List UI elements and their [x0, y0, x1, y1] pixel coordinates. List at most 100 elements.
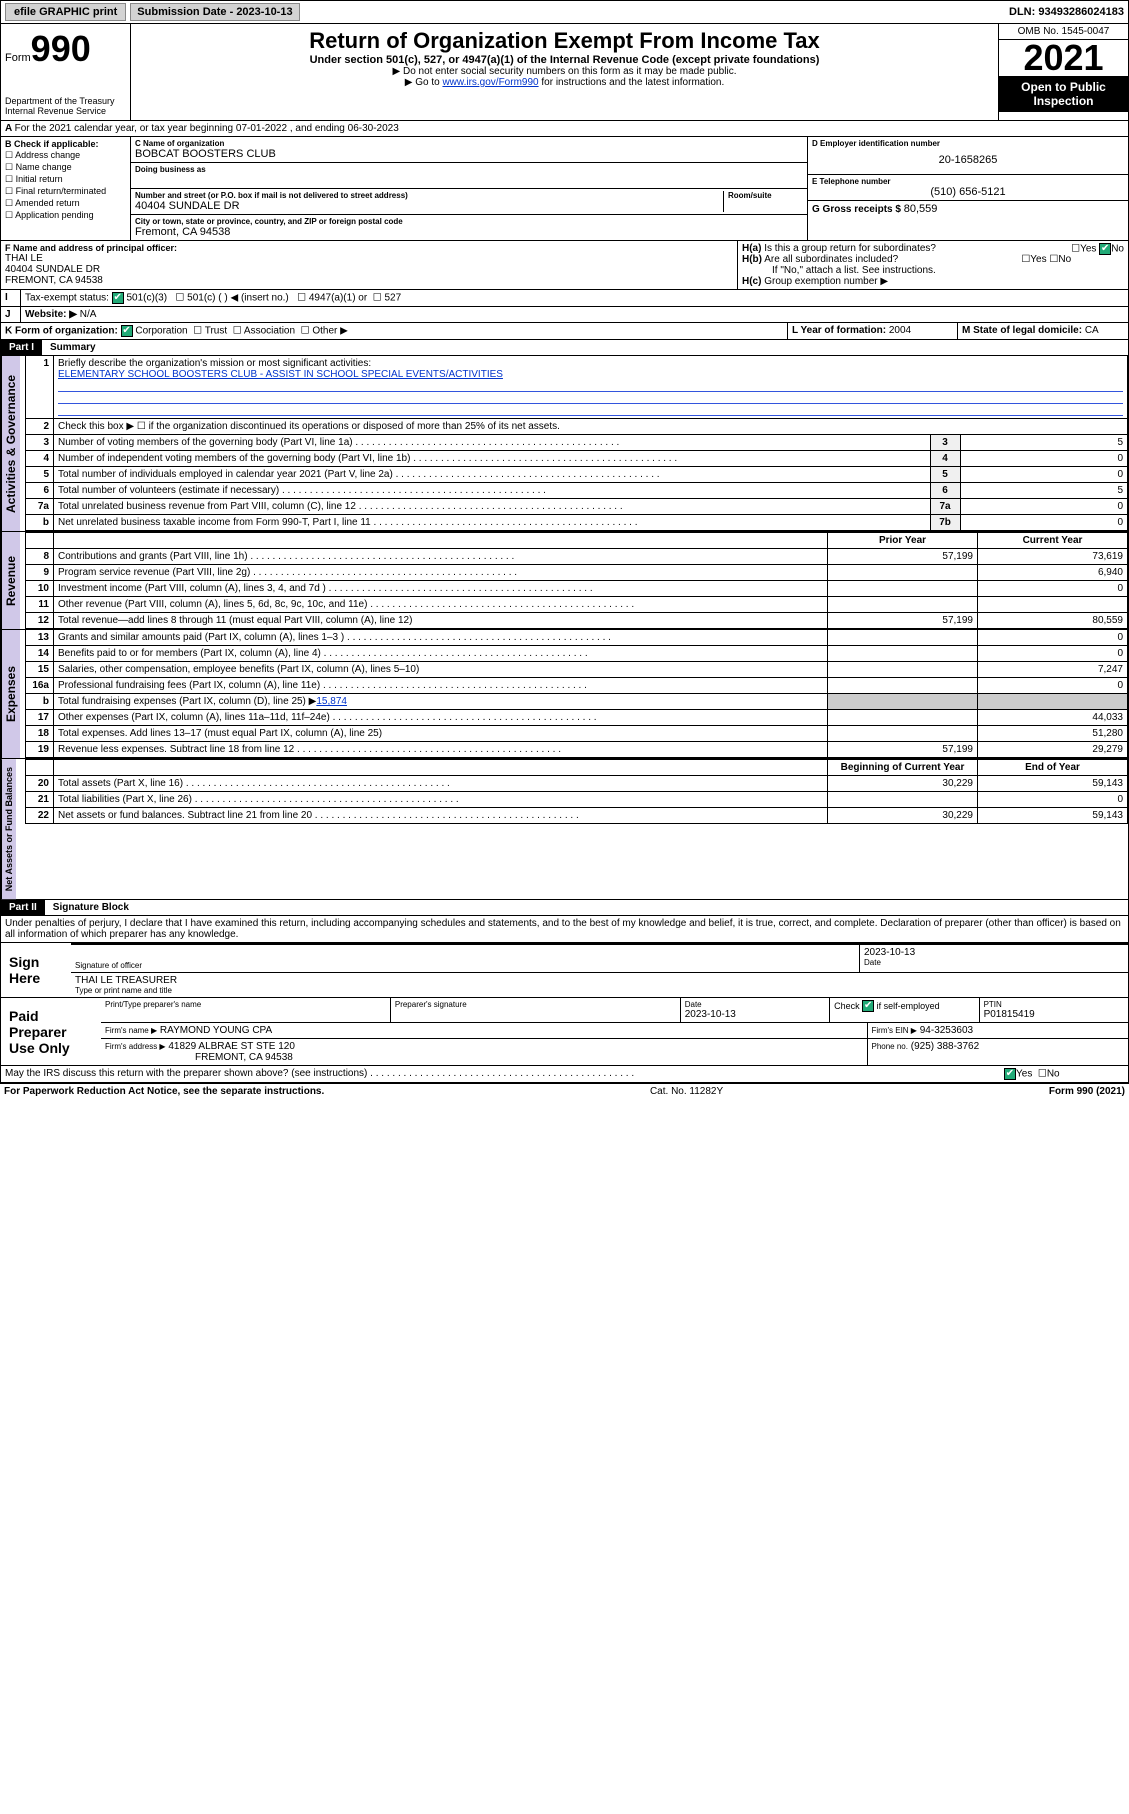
firm-addr-label: Firm's address ▶: [105, 1042, 166, 1051]
line9-current: 6,940: [978, 565, 1128, 581]
line2-label: Check this box ▶ ☐ if the organization d…: [54, 419, 1128, 435]
opt-501c3: 501(c)(3): [126, 293, 167, 304]
hc-text: Group exemption number ▶: [764, 276, 888, 287]
check-name-change[interactable]: ☐ Name change: [5, 162, 126, 173]
irs-link[interactable]: www.irs.gov/Form990: [442, 77, 538, 88]
check-label: Application pending: [15, 210, 94, 220]
opt-4947: 4947(a)(1) or: [309, 293, 367, 304]
net-assets-section: Net Assets or Fund Balances Beginning of…: [0, 759, 1129, 900]
open-to-public: Open to Public Inspection: [999, 76, 1128, 112]
sig-date: 2023-10-13: [864, 947, 1124, 958]
line15-label: Salaries, other compensation, employee b…: [58, 664, 419, 675]
firm-phone-label: Phone no.: [872, 1042, 908, 1051]
h-b-row: H(b) Are all subordinates included? ☐Yes…: [742, 254, 1124, 265]
check-label: Amended return: [15, 198, 80, 208]
prep-name-label: Print/Type preparer's name: [105, 1000, 386, 1009]
form-label: Form: [5, 52, 31, 64]
room-label: Room/suite: [728, 191, 803, 200]
efile-button[interactable]: efile GRAPHIC print: [5, 3, 126, 21]
klm-row: K Form of organization: ✔ Corporation ☐ …: [0, 323, 1129, 340]
line10-prior: [828, 581, 978, 597]
firm-ein-label: Firm's EIN ▶: [872, 1026, 917, 1035]
form-number: Form990: [5, 28, 126, 70]
line21-end: 0: [978, 792, 1128, 808]
line16a-current: 0: [978, 678, 1128, 694]
line13-prior: [828, 630, 978, 646]
declaration-text: Under penalties of perjury, I declare th…: [0, 916, 1129, 943]
sig-name: THAI LE TREASURER: [75, 975, 1124, 986]
line8-current: 73,619: [978, 549, 1128, 565]
footer-cat: Cat. No. 11282Y: [650, 1086, 723, 1097]
check-label: Address change: [15, 150, 80, 160]
part1-header-row: Part I Summary: [0, 340, 1129, 356]
line6-value: 5: [960, 483, 1127, 499]
opt-assoc: Association: [244, 326, 295, 337]
phone-label: E Telephone number: [812, 177, 1124, 186]
line10-label: Investment income (Part VIII, column (A)…: [58, 583, 326, 594]
discuss-row: May the IRS discuss this return with the…: [0, 1066, 1129, 1083]
top-bar: efile GRAPHIC print Submission Date - 20…: [0, 0, 1129, 24]
line7a-label: Total unrelated business revenue from Pa…: [58, 501, 356, 512]
line14-label: Benefits paid to or for members (Part IX…: [58, 648, 321, 659]
hb-text: Are all subordinates included?: [764, 254, 898, 265]
line12-label: Total revenue—add lines 8 through 11 (mu…: [58, 615, 412, 626]
h-a-row: H(a) Is this a group return for subordin…: [742, 243, 1124, 254]
check-label: Name change: [16, 162, 72, 172]
tax-year: 2021: [999, 40, 1128, 76]
sig-officer-label: Signature of officer: [75, 961, 855, 970]
street-address: 40404 SUNDALE DR: [135, 200, 723, 212]
line15-prior: [828, 662, 978, 678]
line18-prior: [828, 726, 978, 742]
ha-no-check[interactable]: ✔: [1099, 243, 1111, 255]
line16b-value[interactable]: 15,874: [316, 696, 347, 707]
mission-text[interactable]: ELEMENTARY SCHOOL BOOSTERS CLUB - ASSIST…: [58, 369, 503, 380]
form-990-num: 990: [31, 28, 91, 69]
line9-label: Program service revenue (Part VIII, line…: [58, 567, 250, 578]
line8-label: Contributions and grants (Part VIII, lin…: [58, 551, 248, 562]
k-label: K Form of organization:: [5, 326, 118, 337]
city-state-zip: Fremont, CA 94538: [135, 226, 803, 238]
part1-title: Summary: [42, 342, 96, 353]
c-name-label: C Name of organization: [135, 139, 803, 148]
line15-current: 7,247: [978, 662, 1128, 678]
line11-current: [978, 597, 1128, 613]
check-label: Final return/terminated: [16, 186, 107, 196]
line22-beg: 30,229: [828, 808, 978, 824]
line4-label: Number of independent voting members of …: [58, 453, 410, 464]
check-label: Initial return: [16, 174, 63, 184]
j-label: Website: ▶: [25, 309, 77, 320]
discuss-text: May the IRS discuss this return with the…: [5, 1068, 367, 1079]
check-501c3[interactable]: ✔: [112, 292, 124, 304]
governance-section: Activities & Governance 1 Briefly descri…: [0, 356, 1129, 532]
prep-date: 2023-10-13: [685, 1009, 825, 1020]
line5-label: Total number of individuals employed in …: [58, 469, 393, 480]
check-initial-return[interactable]: ☐ Initial return: [5, 174, 126, 185]
section-a-year: A For the 2021 calendar year, or tax yea…: [0, 121, 1129, 137]
line16a-label: Professional fundraising fees (Part IX, …: [58, 680, 320, 691]
form-title: Return of Organization Exempt From Incom…: [135, 28, 994, 54]
line13-label: Grants and similar amounts paid (Part IX…: [58, 632, 344, 643]
expenses-section: Expenses 13Grants and similar amounts pa…: [0, 630, 1129, 759]
line17-current: 44,033: [978, 710, 1128, 726]
footer-row: For Paperwork Reduction Act Notice, see …: [0, 1083, 1129, 1099]
dln-label: DLN: 93493286024183: [1009, 6, 1124, 18]
check-amended[interactable]: ☐ Amended return: [5, 198, 126, 209]
sign-here-label: Sign Here: [1, 943, 71, 997]
phone-value: (510) 656-5121: [812, 186, 1124, 198]
discuss-yes-check[interactable]: ✔: [1004, 1068, 1016, 1080]
self-employed-check[interactable]: ✔: [862, 1000, 874, 1012]
firm-phone: (925) 388-3762: [911, 1041, 979, 1052]
check-final-return[interactable]: ☐ Final return/terminated: [5, 186, 126, 197]
paid-preparer-block: Paid Preparer Use Only Print/Type prepar…: [0, 998, 1129, 1066]
line19-label: Revenue less expenses. Subtract line 18 …: [58, 744, 294, 755]
prep-sig-label: Preparer's signature: [395, 1000, 676, 1009]
check-application-pending[interactable]: ☐ Application pending: [5, 210, 126, 221]
form-subtitle-3: ▶ Go to www.irs.gov/Form990 for instruct…: [135, 77, 994, 88]
check-corporation[interactable]: ✔: [121, 325, 133, 337]
firm-name: RAYMOND YOUNG CPA: [160, 1025, 272, 1036]
ptin-value: P01815419: [984, 1009, 1124, 1020]
line14-current: 0: [978, 646, 1128, 662]
check-address-change[interactable]: ☐ Address change: [5, 150, 126, 161]
section-b-checks: B Check if applicable: ☐ Address change …: [1, 137, 131, 240]
line16a-prior: [828, 678, 978, 694]
